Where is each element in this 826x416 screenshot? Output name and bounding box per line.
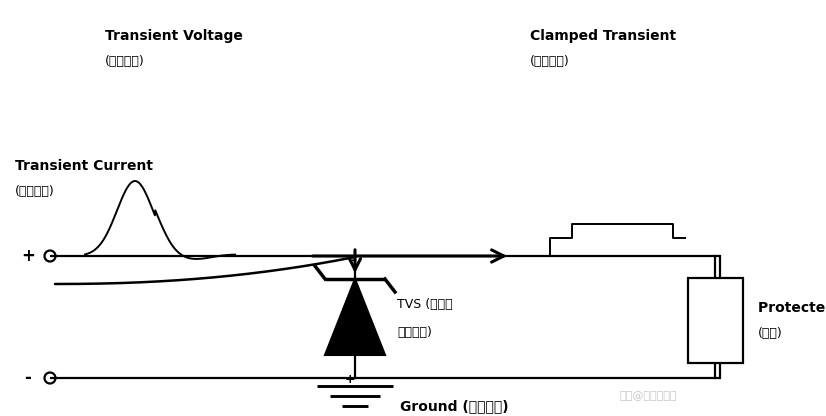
Text: 知乎@远道师善海: 知乎@远道师善海 (620, 391, 677, 401)
Text: +: + (344, 373, 355, 386)
Polygon shape (325, 279, 385, 355)
Text: Transient Voltage: Transient Voltage (105, 29, 243, 43)
Text: -: - (25, 369, 31, 387)
Text: +: + (21, 247, 35, 265)
Bar (687, 278, 743, 363)
Text: (抑制电压): (抑制电压) (530, 54, 570, 67)
Text: Ground (接地导通): Ground (接地导通) (400, 399, 509, 413)
Text: TVS (雪崩崩: TVS (雪崩崩 (397, 299, 453, 312)
Text: (负载): (负载) (757, 327, 782, 340)
Text: Protected Load: Protected Load (757, 301, 826, 315)
Text: Clamped Transient: Clamped Transient (530, 29, 676, 43)
Text: (瞬态电流): (瞬态电流) (15, 185, 55, 198)
Text: (瞬态电压): (瞬态电压) (105, 54, 145, 67)
Text: 溃二极管): 溃二极管) (397, 325, 432, 339)
Text: Transient Current: Transient Current (15, 159, 153, 173)
Text: -: - (350, 254, 355, 267)
